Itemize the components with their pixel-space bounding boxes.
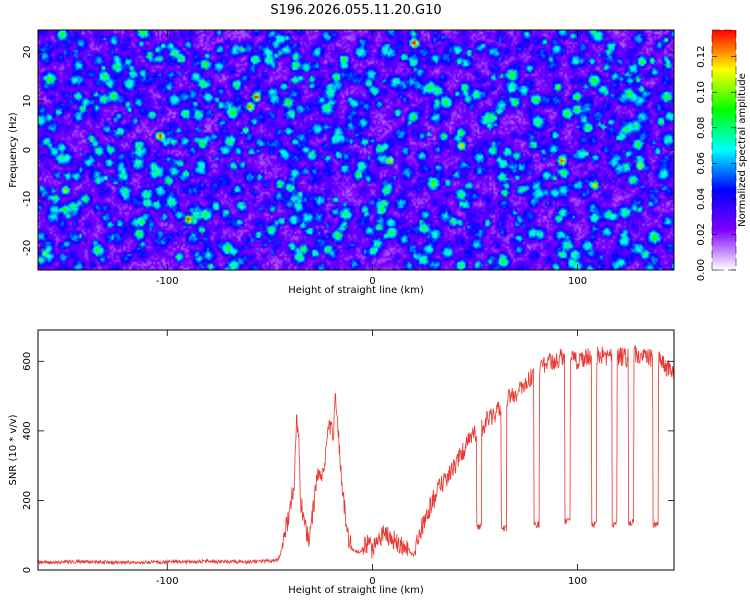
heatmap-y-tick-label: -20 xyxy=(22,240,33,256)
heatmap-y-tick-label: 20 xyxy=(22,46,33,59)
figure-title: S196.2026.055.11.20.G10 xyxy=(270,3,441,18)
snr-y-tick-label: 0 xyxy=(22,567,33,573)
heatmap-x-tick-label: 0 xyxy=(369,276,375,287)
snr-panel: -100 0 100 0 200 400 600 Height of straight l… xyxy=(8,329,675,596)
heatmap-y-axis-label: Frequency (Hz) xyxy=(8,112,19,188)
colorbar-tick-label: 0.10 xyxy=(696,81,707,103)
colorbar-tick-label: 0.00 xyxy=(696,259,707,281)
colorbar-ticks: 0.00 0.02 0.04 0.06 0.08 0.10 0.12 xyxy=(696,46,736,281)
heatmap-x-ticks: -100 0 100 xyxy=(156,30,587,287)
colorbar-tick-label: 0.12 xyxy=(696,46,707,68)
colorbar-tick-label: 0.06 xyxy=(696,152,707,174)
snr-x-tick-label: 100 xyxy=(568,576,587,587)
snr-y-tick-label: 200 xyxy=(22,491,33,510)
heatmap-x-tick-label: -100 xyxy=(156,276,179,287)
colorbar-gradient xyxy=(712,30,736,270)
snr-y-axis-label: SNR (10 * v/v) xyxy=(8,414,19,485)
heatmap-y-tick-label: 0 xyxy=(22,147,33,153)
snr-y-tick-label: 600 xyxy=(22,352,33,371)
snr-frame xyxy=(37,329,675,571)
colorbar-frame xyxy=(711,29,737,271)
heatmap-image xyxy=(38,30,674,270)
colorbar-label: Normalized spectral amplitude xyxy=(737,73,748,227)
heatmap-x-axis-label: Height of straight line (km) xyxy=(288,285,424,296)
snr-series-line xyxy=(37,345,675,566)
colorbar-tick-label: 0.02 xyxy=(696,223,707,245)
snr-x-tick-label: -100 xyxy=(156,576,179,587)
snr-x-ticks: -100 0 100 xyxy=(156,330,587,587)
snr-y-ticks: 0 200 400 600 xyxy=(22,352,674,573)
snr-y-tick-label: 400 xyxy=(22,421,33,440)
snr-x-axis-label: Height of straight line (km) xyxy=(288,585,424,596)
heatmap-y-tick-label: 10 xyxy=(22,95,33,108)
colorbar-tick-label: 0.08 xyxy=(696,117,707,139)
heatmap-y-tick-label: -10 xyxy=(22,191,33,207)
heatmap-y-ticks: -20 -10 0 10 20 xyxy=(22,46,674,256)
colorbar-tick-label: 0.04 xyxy=(696,188,707,210)
snr-plot-area xyxy=(38,330,674,570)
snr-x-tick-label: 0 xyxy=(369,576,375,587)
colorbar: 0.00 0.02 0.04 0.06 0.08 0.10 0.12 Normalized … xyxy=(696,29,748,281)
heatmap-x-tick-label: 100 xyxy=(568,276,587,287)
